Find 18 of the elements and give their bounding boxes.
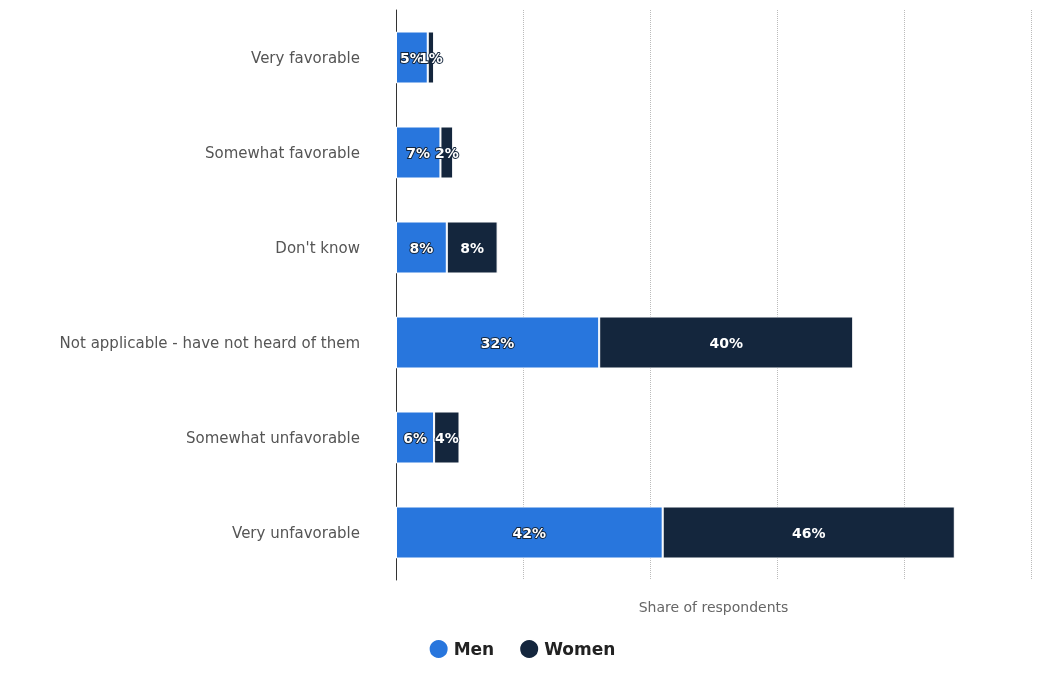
legend-label: Women: [544, 639, 616, 659]
data-label: 46%: [791, 524, 826, 541]
x-axis-title: Share of respondents: [638, 599, 789, 615]
data-label: 4%: [434, 429, 459, 446]
data-label: 42%: [512, 524, 547, 541]
y-tick-label: Not applicable - have not heard of them: [59, 333, 360, 352]
data-label: 8%: [409, 239, 434, 256]
y-tick-label: Don't know: [275, 238, 360, 257]
y-tick-label: Somewhat favorable: [205, 143, 360, 162]
legend-label: Men: [453, 639, 495, 659]
data-label: 40%: [709, 334, 743, 351]
data-label: 8%: [460, 239, 485, 256]
y-tick-label: Somewhat unfavorable: [186, 428, 360, 447]
data-label: 6%: [403, 429, 427, 446]
y-tick-label: Very unfavorable: [232, 523, 360, 542]
data-label: 7%: [406, 144, 431, 161]
y-tick-label: Very favorable: [251, 48, 360, 67]
data-label: 32%: [480, 334, 515, 351]
